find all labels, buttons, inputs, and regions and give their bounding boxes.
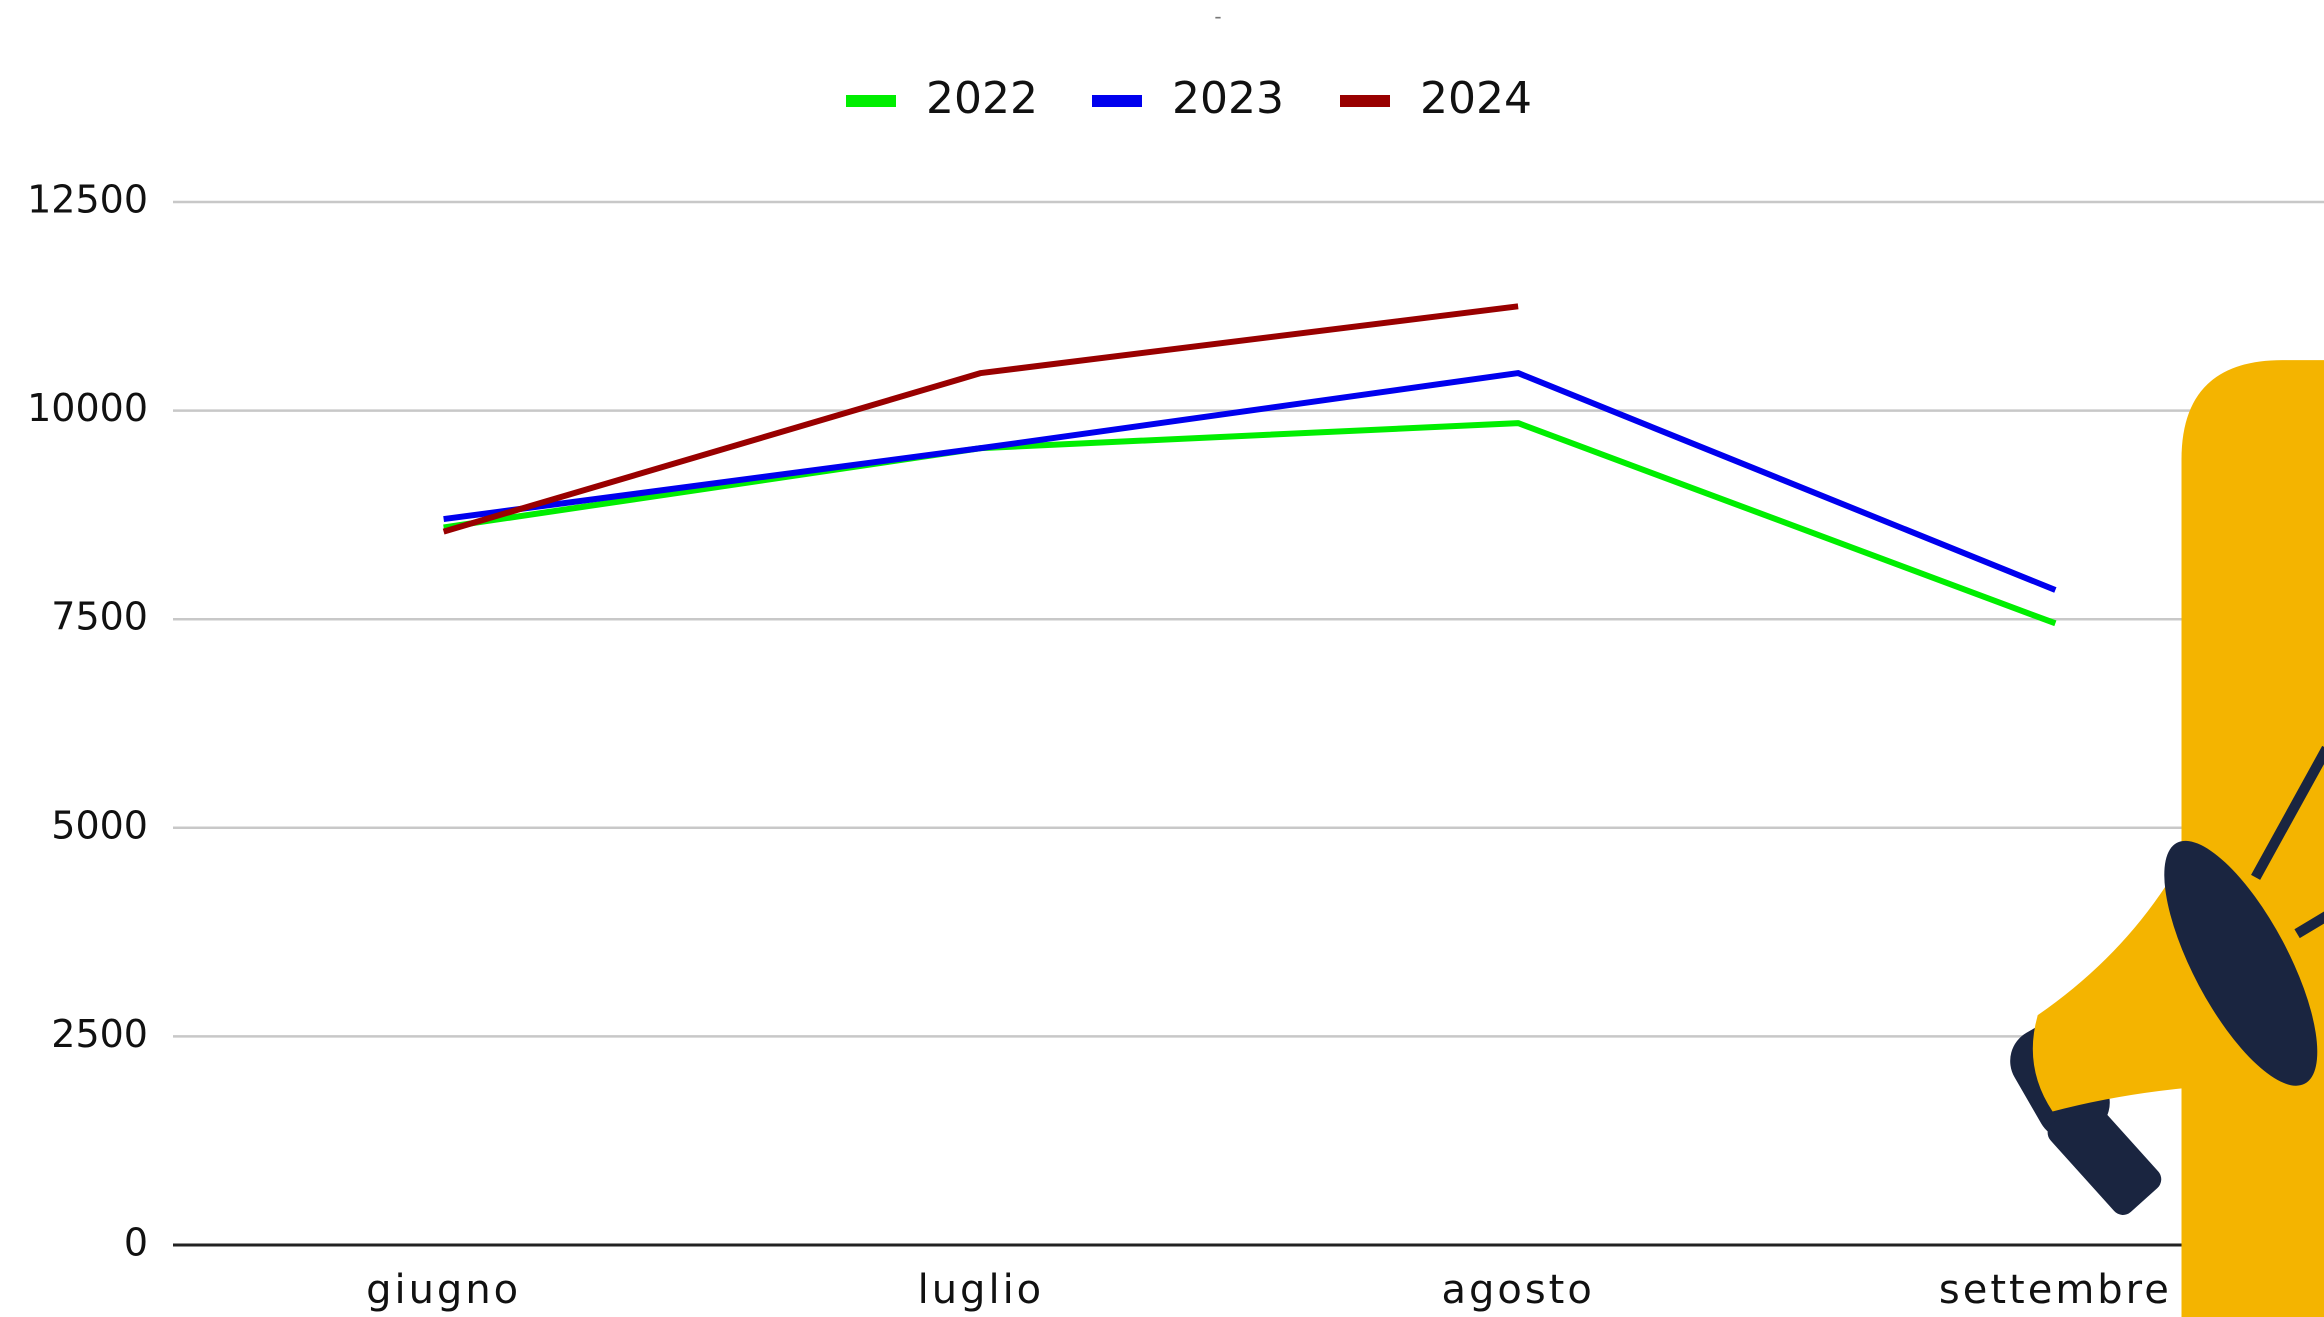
legend-swatch bbox=[1092, 95, 1142, 107]
x-tick-label: agosto bbox=[1441, 1267, 1594, 1313]
series-line bbox=[443, 370, 2057, 593]
y-tick-label: 7500 bbox=[51, 595, 148, 639]
x-tick-label: luglio bbox=[918, 1267, 1045, 1313]
y-tick-label: 0 bbox=[124, 1221, 148, 1265]
series-line bbox=[442, 303, 1519, 535]
legend-label: 2022 bbox=[926, 73, 1038, 124]
y-tick-label: 5000 bbox=[51, 803, 148, 847]
y-tick-label: 10000 bbox=[27, 386, 148, 430]
y-tick-label: 12500 bbox=[27, 178, 148, 222]
legend-label: 2023 bbox=[1172, 73, 1284, 124]
legend-swatch bbox=[846, 95, 896, 107]
megaphone-icon bbox=[2010, 360, 2324, 1317]
series-line bbox=[443, 420, 2057, 627]
plot-area: 0 2500 5000 7500 10000 12500 giugno luglio agost… bbox=[27, 178, 2324, 1313]
x-tick-label: settembre bbox=[1939, 1267, 2172, 1313]
legend-label: 2024 bbox=[1420, 73, 1532, 124]
legend-swatch bbox=[1340, 95, 1390, 107]
chart-title: - bbox=[1214, 5, 1221, 29]
y-tick-label: 2500 bbox=[51, 1012, 148, 1056]
x-tick-label: giugno bbox=[366, 1267, 521, 1313]
